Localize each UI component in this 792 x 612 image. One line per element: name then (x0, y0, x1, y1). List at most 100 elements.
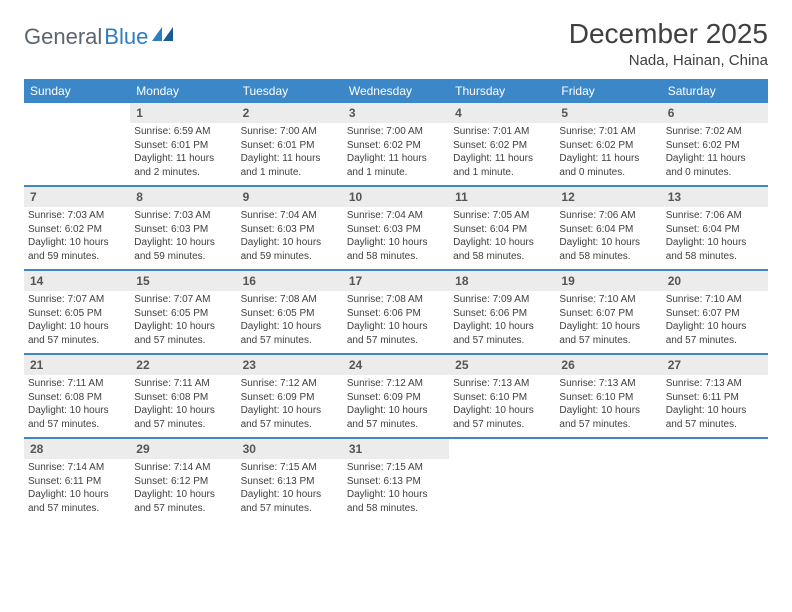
week-row: 14Sunrise: 7:07 AMSunset: 6:05 PMDayligh… (24, 271, 768, 355)
sunset-text: Sunset: 6:02 PM (666, 139, 764, 153)
daylight-text: Daylight: 11 hours and 0 minutes. (559, 152, 657, 179)
logo-text-general: General (24, 24, 102, 50)
day-number: 17 (343, 271, 449, 291)
daylight-text: Daylight: 10 hours and 57 minutes. (28, 404, 126, 431)
daylight-text: Daylight: 10 hours and 57 minutes. (241, 488, 339, 515)
day-cell: 8Sunrise: 7:03 AMSunset: 6:03 PMDaylight… (130, 187, 236, 269)
day-body: Sunrise: 7:04 AMSunset: 6:03 PMDaylight:… (343, 207, 449, 267)
daylight-text: Daylight: 10 hours and 57 minutes. (347, 320, 445, 347)
sunrise-text: Sunrise: 7:14 AM (134, 461, 232, 475)
day-cell: 15Sunrise: 7:07 AMSunset: 6:05 PMDayligh… (130, 271, 236, 353)
day-cell: 29Sunrise: 7:14 AMSunset: 6:12 PMDayligh… (130, 439, 236, 521)
daylight-text: Daylight: 10 hours and 57 minutes. (134, 320, 232, 347)
sunrise-text: Sunrise: 7:14 AM (28, 461, 126, 475)
month-title: December 2025 (569, 18, 768, 50)
daylight-text: Daylight: 10 hours and 57 minutes. (134, 404, 232, 431)
day-number: 15 (130, 271, 236, 291)
sunrise-text: Sunrise: 7:05 AM (453, 209, 551, 223)
sunrise-text: Sunrise: 7:15 AM (241, 461, 339, 475)
day-body: Sunrise: 7:04 AMSunset: 6:03 PMDaylight:… (237, 207, 343, 267)
day-cell: 5Sunrise: 7:01 AMSunset: 6:02 PMDaylight… (555, 103, 661, 185)
day-body: Sunrise: 7:05 AMSunset: 6:04 PMDaylight:… (449, 207, 555, 267)
day-cell: 6Sunrise: 7:02 AMSunset: 6:02 PMDaylight… (662, 103, 768, 185)
sunset-text: Sunset: 6:03 PM (347, 223, 445, 237)
location: Nada, Hainan, China (569, 52, 768, 69)
sunset-text: Sunset: 6:04 PM (453, 223, 551, 237)
daylight-text: Daylight: 10 hours and 58 minutes. (347, 236, 445, 263)
day-cell (449, 439, 555, 521)
day-body: Sunrise: 7:07 AMSunset: 6:05 PMDaylight:… (130, 291, 236, 351)
sunset-text: Sunset: 6:05 PM (28, 307, 126, 321)
sunrise-text: Sunrise: 7:12 AM (241, 377, 339, 391)
daylight-text: Daylight: 10 hours and 58 minutes. (453, 236, 551, 263)
daylight-text: Daylight: 10 hours and 58 minutes. (666, 236, 764, 263)
sunset-text: Sunset: 6:13 PM (347, 475, 445, 489)
day-body: Sunrise: 7:06 AMSunset: 6:04 PMDaylight:… (555, 207, 661, 267)
daylight-text: Daylight: 10 hours and 57 minutes. (666, 404, 764, 431)
day-body: Sunrise: 6:59 AMSunset: 6:01 PMDaylight:… (130, 123, 236, 183)
day-body: Sunrise: 7:11 AMSunset: 6:08 PMDaylight:… (24, 375, 130, 435)
sunset-text: Sunset: 6:05 PM (241, 307, 339, 321)
sunset-text: Sunset: 6:10 PM (559, 391, 657, 405)
day-headers-row: SundayMondayTuesdayWednesdayThursdayFrid… (24, 79, 768, 103)
daylight-text: Daylight: 10 hours and 57 minutes. (28, 488, 126, 515)
day-cell: 20Sunrise: 7:10 AMSunset: 6:07 PMDayligh… (662, 271, 768, 353)
day-body: Sunrise: 7:03 AMSunset: 6:02 PMDaylight:… (24, 207, 130, 267)
sunset-text: Sunset: 6:13 PM (241, 475, 339, 489)
sunrise-text: Sunrise: 7:11 AM (134, 377, 232, 391)
sunrise-text: Sunrise: 7:00 AM (241, 125, 339, 139)
day-cell: 2 Sunrise: 7:00 AMSunset: 6:01 PMDaylight… (237, 103, 343, 185)
day-body: Sunrise: 7:01 AMSunset: 6:02 PMDaylight:… (555, 123, 661, 183)
day-number: 13 (662, 187, 768, 207)
day-body: Sunrise: 7:11 AMSunset: 6:08 PMDaylight:… (130, 375, 236, 435)
sunset-text: Sunset: 6:07 PM (666, 307, 764, 321)
daylight-text: Daylight: 11 hours and 1 minute. (453, 152, 551, 179)
sunset-text: Sunset: 6:11 PM (666, 391, 764, 405)
day-header: Tuesday (237, 79, 343, 103)
daylight-text: Daylight: 10 hours and 57 minutes. (666, 320, 764, 347)
day-cell: 14Sunrise: 7:07 AMSunset: 6:05 PMDayligh… (24, 271, 130, 353)
day-number: 12 (555, 187, 661, 207)
day-body: Sunrise: 7:13 AMSunset: 6:11 PMDaylight:… (662, 375, 768, 435)
sunrise-text: Sunrise: 7:04 AM (241, 209, 339, 223)
sunrise-text: Sunrise: 7:04 AM (347, 209, 445, 223)
day-number: 6 (662, 103, 768, 123)
sunset-text: Sunset: 6:01 PM (241, 139, 339, 153)
day-cell: 16Sunrise: 7:08 AMSunset: 6:05 PMDayligh… (237, 271, 343, 353)
daylight-text: Daylight: 10 hours and 57 minutes. (241, 320, 339, 347)
day-body: Sunrise: 7:01 AMSunset: 6:02 PMDaylight:… (449, 123, 555, 183)
title-block: December 2025 Nada, Hainan, China (569, 18, 768, 69)
day-number: 9 (237, 187, 343, 207)
sunrise-text: Sunrise: 7:11 AM (28, 377, 126, 391)
sunset-text: Sunset: 6:09 PM (241, 391, 339, 405)
day-cell: 1Sunrise: 6:59 AMSunset: 6:01 PMDaylight… (130, 103, 236, 185)
sunset-text: Sunset: 6:01 PM (134, 139, 232, 153)
sunrise-text: Sunrise: 7:01 AM (453, 125, 551, 139)
sunset-text: Sunset: 6:08 PM (28, 391, 126, 405)
sunrise-text: Sunrise: 7:08 AM (241, 293, 339, 307)
day-header: Wednesday (343, 79, 449, 103)
daylight-text: Daylight: 10 hours and 57 minutes. (559, 404, 657, 431)
day-cell (24, 103, 130, 185)
week-row: 1Sunrise: 6:59 AMSunset: 6:01 PMDaylight… (24, 103, 768, 187)
daylight-text: Daylight: 11 hours and 1 minute. (241, 152, 339, 179)
day-cell: 31Sunrise: 7:15 AMSunset: 6:13 PMDayligh… (343, 439, 449, 521)
sunrise-text: Sunrise: 7:08 AM (347, 293, 445, 307)
sunrise-text: Sunrise: 7:07 AM (134, 293, 232, 307)
sunset-text: Sunset: 6:04 PM (559, 223, 657, 237)
day-cell: 3Sunrise: 7:00 AMSunset: 6:02 PMDaylight… (343, 103, 449, 185)
day-number: 8 (130, 187, 236, 207)
week-row: 28Sunrise: 7:14 AMSunset: 6:11 PMDayligh… (24, 439, 768, 521)
daylight-text: Daylight: 10 hours and 57 minutes. (453, 320, 551, 347)
day-cell: 28Sunrise: 7:14 AMSunset: 6:11 PMDayligh… (24, 439, 130, 521)
day-cell: 27Sunrise: 7:13 AMSunset: 6:11 PMDayligh… (662, 355, 768, 437)
sunrise-text: Sunrise: 7:13 AM (666, 377, 764, 391)
day-body: Sunrise: 7:13 AMSunset: 6:10 PMDaylight:… (555, 375, 661, 435)
day-cell: 13Sunrise: 7:06 AMSunset: 6:04 PMDayligh… (662, 187, 768, 269)
day-number: 2 (237, 103, 343, 123)
sunrise-text: Sunrise: 7:01 AM (559, 125, 657, 139)
day-body: Sunrise: 7:14 AMSunset: 6:11 PMDaylight:… (24, 459, 130, 519)
day-number: 7 (24, 187, 130, 207)
day-body: Sunrise: 7:10 AMSunset: 6:07 PMDaylight:… (662, 291, 768, 351)
sunset-text: Sunset: 6:02 PM (28, 223, 126, 237)
